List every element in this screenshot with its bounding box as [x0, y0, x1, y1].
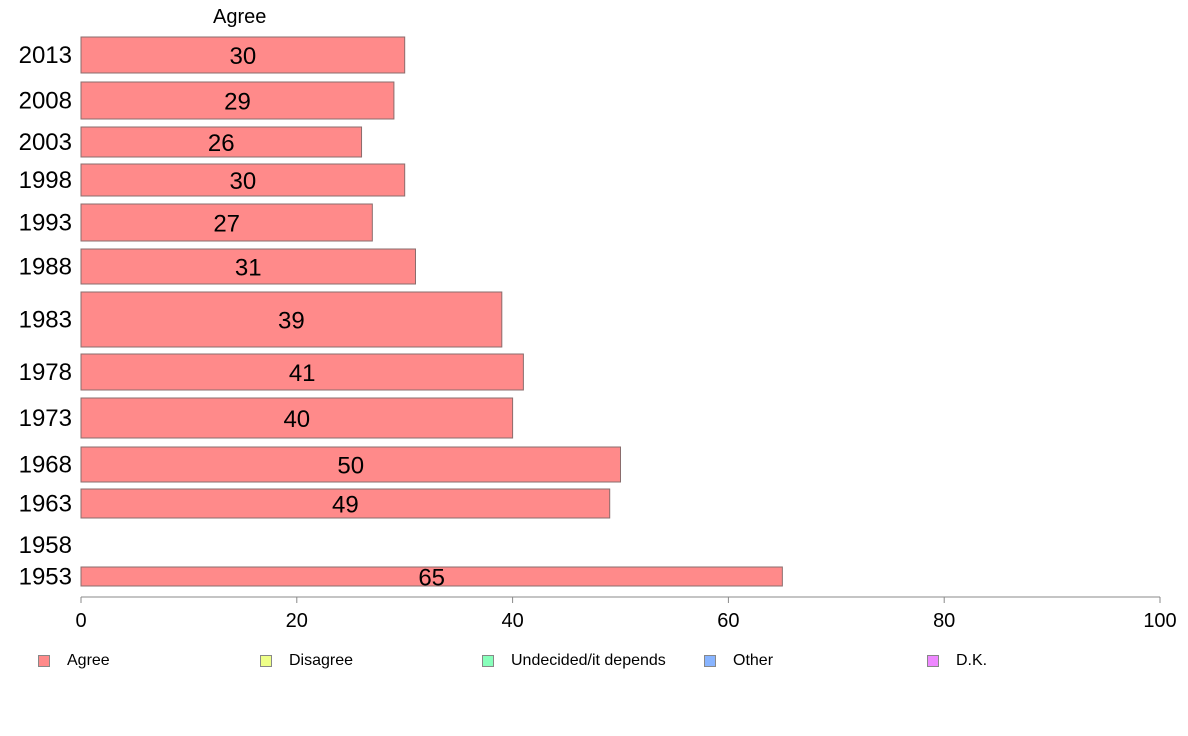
category-label: 1973: [19, 405, 72, 432]
legend-swatch: [482, 655, 494, 667]
value-label: 29: [224, 89, 251, 116]
bar-1963: [80, 488, 611, 519]
bar-1998: [80, 163, 406, 197]
series-header-row: Agree: [0, 0, 1188, 30]
bar-1983: [80, 291, 503, 348]
value-label: 31: [235, 255, 262, 282]
category-label: 1953: [19, 564, 72, 591]
value-label: 30: [229, 168, 256, 195]
bar-1978: [80, 353, 524, 391]
category-label: 1968: [19, 452, 72, 479]
value-label: 50: [337, 453, 364, 480]
x-tick-label: 100: [1143, 610, 1176, 632]
legend-item: Other: [704, 650, 773, 672]
legend-item: Agree: [38, 650, 110, 672]
x-tick-label: 0: [75, 610, 86, 632]
legend-label: Disagree: [289, 652, 354, 669]
category-label: 1988: [19, 254, 72, 281]
category-label: 2008: [19, 88, 72, 115]
legend-label: Other: [733, 652, 774, 669]
category-label: 2013: [19, 42, 72, 69]
bar-1968: [80, 446, 621, 483]
legend-item: D.K.: [927, 650, 987, 672]
bar-1953: [80, 566, 783, 587]
category-label: 1958: [19, 532, 72, 559]
x-tick-label: 40: [501, 610, 523, 632]
value-label: 49: [332, 492, 359, 519]
value-label: 30: [229, 43, 256, 70]
series-header-agree: Agree: [213, 6, 267, 28]
legend-label: Undecided/it depends: [511, 652, 666, 669]
x-tick-label: 60: [717, 610, 739, 632]
legend-item: Undecided/it depends: [482, 650, 666, 672]
category-label: 1978: [19, 359, 72, 386]
legend-item: Disagree: [260, 650, 353, 672]
bar-2013: [80, 36, 406, 74]
category-label: 1993: [19, 210, 72, 237]
bar-2008: [80, 81, 395, 120]
category-label: 1998: [19, 167, 72, 194]
value-label: 39: [278, 308, 305, 335]
bar-2003: [80, 126, 363, 158]
value-label: 40: [283, 406, 310, 433]
value-label: 65: [418, 565, 445, 592]
x-tick-label: 20: [286, 610, 308, 632]
legend-swatch: [927, 655, 939, 667]
value-label: 26: [208, 130, 235, 157]
legend: Agree Disagree Undecided/it depends Other D.…: [38, 650, 1158, 674]
value-label: 41: [289, 360, 316, 387]
bar-1988: [80, 248, 416, 285]
x-tick-label: 80: [933, 610, 955, 632]
bar-1973: [80, 397, 514, 439]
legend-swatch: [704, 655, 716, 667]
category-label: 2003: [19, 129, 72, 156]
category-label: 1983: [19, 307, 72, 334]
legend-label: D.K.: [956, 652, 988, 669]
legend-label: Agree: [67, 652, 110, 669]
value-label: 27: [213, 211, 240, 238]
legend-swatch: [260, 655, 272, 667]
category-label: 1963: [19, 491, 72, 518]
legend-swatch: [38, 655, 50, 667]
bar-1993: [80, 203, 373, 242]
